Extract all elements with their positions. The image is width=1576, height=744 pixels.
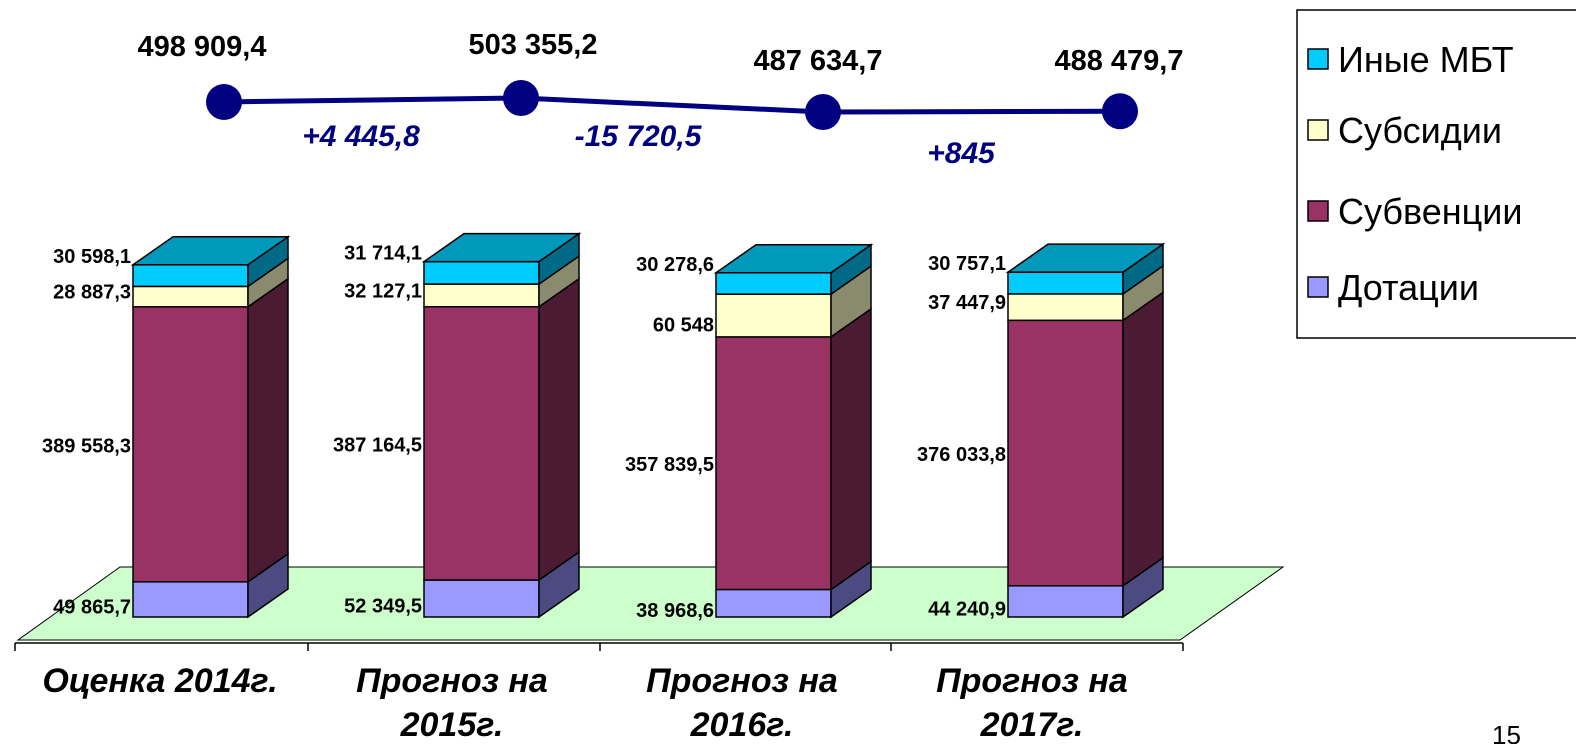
data-label-subvencii-3: 357 839,5 <box>625 454 714 476</box>
totals-line-path <box>223 95 1121 115</box>
data-label-dotacii-4: 44 240,9 <box>928 598 1006 620</box>
data-label-dotacii-1: 49 865,7 <box>53 596 131 618</box>
bar-stack-3 <box>713 243 874 619</box>
category-label-2-line-2: 2015г. <box>400 706 504 744</box>
delta-label-1: +4 445,8 <box>302 120 420 153</box>
bar-top-2 <box>421 232 582 263</box>
delta-label-2: -15 720,5 <box>575 120 703 153</box>
bar-inye-mbt-3 <box>715 272 832 295</box>
delta-label-3: +845 <box>927 137 996 170</box>
data-label-subsidii-1: 28 887,3 <box>53 282 131 304</box>
floor-plane <box>16 566 1285 641</box>
data-label-inye-mbt-1: 30 598,1 <box>53 246 131 268</box>
data-label-inye-mbt-2: 31 714,1 <box>344 243 422 265</box>
data-label-subsidii-4: 37 447,9 <box>928 292 1006 314</box>
bar-subvencii-1 <box>132 306 249 583</box>
bar-top-4 <box>1005 243 1166 273</box>
bar-stack-1 <box>130 235 291 619</box>
data-label-subvencii-4: 376 033,8 <box>917 444 1006 466</box>
data-label-subsidii-3: 60 548 <box>653 315 714 337</box>
bar-stack-4 <box>1005 242 1166 619</box>
category-label-4-line-1: Прогноз на <box>936 662 1128 700</box>
legend-swatch-1 <box>1307 48 1329 70</box>
category-axis <box>14 642 1184 651</box>
legend: Иные МБТ Субсидии Субвенции Дотации <box>1296 9 1576 339</box>
legend-swatch-2 <box>1307 119 1329 141</box>
totals-point-2 <box>503 80 539 116</box>
data-label-subvencii-1: 389 558,3 <box>42 435 131 457</box>
category-label-4-line-2: 2017г. <box>980 706 1084 744</box>
total-label-3: 487 634,7 <box>753 45 882 77</box>
data-label-dotacii-2: 52 349,5 <box>344 596 422 618</box>
chart-floor <box>16 566 1285 641</box>
stacked-bars <box>130 232 1166 619</box>
totals-point-3 <box>805 94 841 130</box>
bar-stack-2 <box>421 232 582 619</box>
bar-subsidii-4 <box>1007 293 1124 322</box>
totals-line: 498 909,4 503 355,2 487 634,7 488 479,7 +4 4… <box>137 29 1183 170</box>
bar-inye-mbt-4 <box>1007 271 1124 295</box>
category-labels: Оценка 2014г. Прогноз на 2015г. Прогноз на 2… <box>42 662 1128 744</box>
bar-side-subvencii-3 <box>830 307 872 591</box>
data-label-inye-mbt-3: 30 278,6 <box>636 254 714 276</box>
page-number: 15 <box>1492 720 1521 744</box>
totals-point-1 <box>206 83 242 120</box>
bar-subvencii-2 <box>423 305 540 581</box>
segment-labels: 49 865,7 389 558,3 28 887,3 30 598,1 52 349,… <box>42 243 1006 623</box>
bar-top-3 <box>713 244 874 274</box>
total-label-2: 503 355,2 <box>468 29 597 61</box>
data-label-subsidii-2: 32 127,1 <box>344 280 422 302</box>
data-label-dotacii-3: 38 968,6 <box>636 600 714 622</box>
legend-swatch-3 <box>1307 200 1329 222</box>
legend-label-3: Субвенции <box>1338 191 1522 232</box>
category-label-3-line-1: Прогноз на <box>646 662 838 700</box>
bar-dotacii-4 <box>1007 585 1124 618</box>
bar-subsidii-2 <box>423 283 540 308</box>
category-label-2-line-1: Прогноз на <box>356 662 548 700</box>
totals-point-4 <box>1102 93 1138 130</box>
legend-label-4: Дотации <box>1338 267 1479 308</box>
bar-side-subvencii-2 <box>538 277 580 582</box>
bar-side-subvencii-4 <box>1122 290 1164 588</box>
bar-dotacii-3 <box>715 588 832 618</box>
total-label-1: 498 909,4 <box>137 31 266 63</box>
bar-top-1 <box>130 236 291 266</box>
bar-inye-mbt-1 <box>132 264 249 288</box>
bar-side-subvencii-1 <box>247 277 289 584</box>
category-label-1-line-1: Оценка 2014г. <box>42 662 277 700</box>
bar-subsidii-3 <box>715 293 832 338</box>
total-label-4: 488 479,7 <box>1054 45 1183 77</box>
bar-subsidii-1 <box>132 285 249 308</box>
bar-subvencii-3 <box>715 336 832 591</box>
bar-inye-mbt-2 <box>423 260 540 285</box>
legend-box <box>1296 9 1576 339</box>
legend-label-1: Иные МБТ <box>1338 39 1514 80</box>
bar-subvencii-4 <box>1007 319 1124 587</box>
data-label-subvencii-2: 387 164,5 <box>333 434 422 456</box>
bar-dotacii-2 <box>423 579 540 618</box>
legend-swatch-4 <box>1307 276 1329 298</box>
bar-dotacii-1 <box>132 581 249 618</box>
data-label-inye-mbt-4: 30 757,1 <box>928 253 1006 275</box>
legend-label-2: Субсидии <box>1338 110 1502 151</box>
category-label-3-line-2: 2016г. <box>690 706 794 744</box>
